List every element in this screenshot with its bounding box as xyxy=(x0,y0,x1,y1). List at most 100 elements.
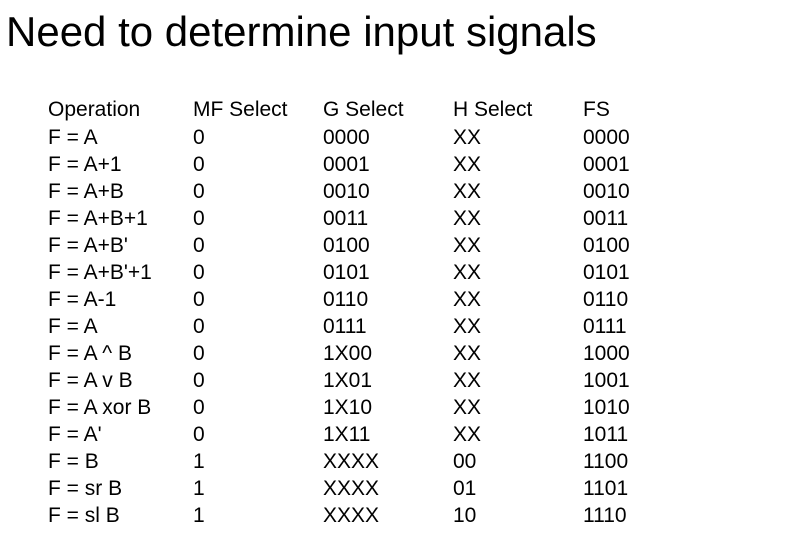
cell-fs: 0100 xyxy=(583,232,683,259)
cell-operation: F = A+B xyxy=(48,178,193,205)
signal-table: Operation MF Select G Select H Select FS… xyxy=(48,96,683,529)
table-row: F = A xor B01X10XX1010 xyxy=(48,394,683,421)
cell-operation: F = A ^ B xyxy=(48,340,193,367)
cell-operation: F = sr B xyxy=(48,475,193,502)
cell-mf-select: 0 xyxy=(193,421,323,448)
cell-fs: 1000 xyxy=(583,340,683,367)
cell-mf-select: 0 xyxy=(193,151,323,178)
cell-fs: 0010 xyxy=(583,178,683,205)
cell-g-select: 0101 xyxy=(323,259,453,286)
cell-mf-select: 0 xyxy=(193,394,323,421)
header-mf-select: MF Select xyxy=(193,96,323,124)
cell-h-select: XX xyxy=(453,232,583,259)
cell-fs: 0101 xyxy=(583,259,683,286)
cell-h-select: XX xyxy=(453,259,583,286)
cell-g-select: 1X00 xyxy=(323,340,453,367)
cell-mf-select: 0 xyxy=(193,340,323,367)
cell-g-select: XXXX xyxy=(323,475,453,502)
cell-g-select: XXXX xyxy=(323,502,453,529)
cell-h-select: XX xyxy=(453,124,583,151)
cell-h-select: XX xyxy=(453,394,583,421)
cell-operation: F = A' xyxy=(48,421,193,448)
cell-fs: 0111 xyxy=(583,313,683,340)
cell-h-select: 01 xyxy=(453,475,583,502)
table-row: F = A+B00010XX0010 xyxy=(48,178,683,205)
table-body: F = A00000XX0000F = A+100001XX0001F = A+… xyxy=(48,124,683,529)
table-row: F = A+B'+100101XX0101 xyxy=(48,259,683,286)
cell-operation: F = sl B xyxy=(48,502,193,529)
cell-h-select: XX xyxy=(453,286,583,313)
cell-h-select: XX xyxy=(453,178,583,205)
cell-operation: F = A xyxy=(48,313,193,340)
cell-fs: 1011 xyxy=(583,421,683,448)
cell-h-select: 10 xyxy=(453,502,583,529)
cell-fs: 1010 xyxy=(583,394,683,421)
cell-mf-select: 0 xyxy=(193,259,323,286)
table-container: Operation MF Select G Select H Select FS… xyxy=(0,56,786,529)
table-row: F = A+100001XX0001 xyxy=(48,151,683,178)
cell-fs: 1101 xyxy=(583,475,683,502)
cell-mf-select: 0 xyxy=(193,286,323,313)
table-row: F = A v B01X01XX1001 xyxy=(48,367,683,394)
cell-mf-select: 0 xyxy=(193,367,323,394)
cell-g-select: 1X10 xyxy=(323,394,453,421)
cell-operation: F = A+1 xyxy=(48,151,193,178)
table-row: F = A00111XX0111 xyxy=(48,313,683,340)
cell-operation: F = A v B xyxy=(48,367,193,394)
cell-g-select: 1X11 xyxy=(323,421,453,448)
cell-operation: F = A-1 xyxy=(48,286,193,313)
cell-operation: F = A+B+1 xyxy=(48,205,193,232)
header-operation: Operation xyxy=(48,96,193,124)
header-g-select: G Select xyxy=(323,96,453,124)
cell-fs: 0001 xyxy=(583,151,683,178)
cell-mf-select: 0 xyxy=(193,124,323,151)
cell-fs: 0110 xyxy=(583,286,683,313)
cell-g-select: 0110 xyxy=(323,286,453,313)
table-row: F = A-100110XX0110 xyxy=(48,286,683,313)
cell-h-select: XX xyxy=(453,367,583,394)
table-row: F = sr B1XXXX011101 xyxy=(48,475,683,502)
table-row: F = A ^ B01X00XX1000 xyxy=(48,340,683,367)
cell-mf-select: 0 xyxy=(193,313,323,340)
slide-title: Need to determine input signals xyxy=(0,0,786,56)
table-row: F = A'01X11XX1011 xyxy=(48,421,683,448)
cell-fs: 1100 xyxy=(583,448,683,475)
cell-h-select: XX xyxy=(453,421,583,448)
cell-h-select: XX xyxy=(453,340,583,367)
cell-g-select: 0011 xyxy=(323,205,453,232)
table-row: F = B1XXXX001100 xyxy=(48,448,683,475)
cell-h-select: 00 xyxy=(453,448,583,475)
cell-g-select: 0100 xyxy=(323,232,453,259)
cell-fs: 0011 xyxy=(583,205,683,232)
cell-fs: 1001 xyxy=(583,367,683,394)
cell-h-select: XX xyxy=(453,313,583,340)
cell-mf-select: 1 xyxy=(193,448,323,475)
cell-h-select: XX xyxy=(453,151,583,178)
header-h-select: H Select xyxy=(453,96,583,124)
cell-g-select: 0010 xyxy=(323,178,453,205)
cell-operation: F = A xyxy=(48,124,193,151)
cell-fs: 1110 xyxy=(583,502,683,529)
table-row: F = sl B1XXXX101110 xyxy=(48,502,683,529)
cell-mf-select: 0 xyxy=(193,232,323,259)
header-row: Operation MF Select G Select H Select FS xyxy=(48,96,683,124)
cell-mf-select: 1 xyxy=(193,475,323,502)
cell-fs: 0000 xyxy=(583,124,683,151)
header-fs: FS xyxy=(583,96,683,124)
cell-g-select: 0111 xyxy=(323,313,453,340)
table-row: F = A00000XX0000 xyxy=(48,124,683,151)
cell-operation: F = A+B'+1 xyxy=(48,259,193,286)
cell-g-select: 1X01 xyxy=(323,367,453,394)
cell-g-select: 0001 xyxy=(323,151,453,178)
table-row: F = A+B'00100XX0100 xyxy=(48,232,683,259)
cell-operation: F = A+B' xyxy=(48,232,193,259)
cell-h-select: XX xyxy=(453,205,583,232)
cell-mf-select: 0 xyxy=(193,205,323,232)
cell-g-select: 0000 xyxy=(323,124,453,151)
cell-mf-select: 1 xyxy=(193,502,323,529)
cell-operation: F = B xyxy=(48,448,193,475)
cell-g-select: XXXX xyxy=(323,448,453,475)
cell-mf-select: 0 xyxy=(193,178,323,205)
cell-operation: F = A xor B xyxy=(48,394,193,421)
table-row: F = A+B+100011XX0011 xyxy=(48,205,683,232)
